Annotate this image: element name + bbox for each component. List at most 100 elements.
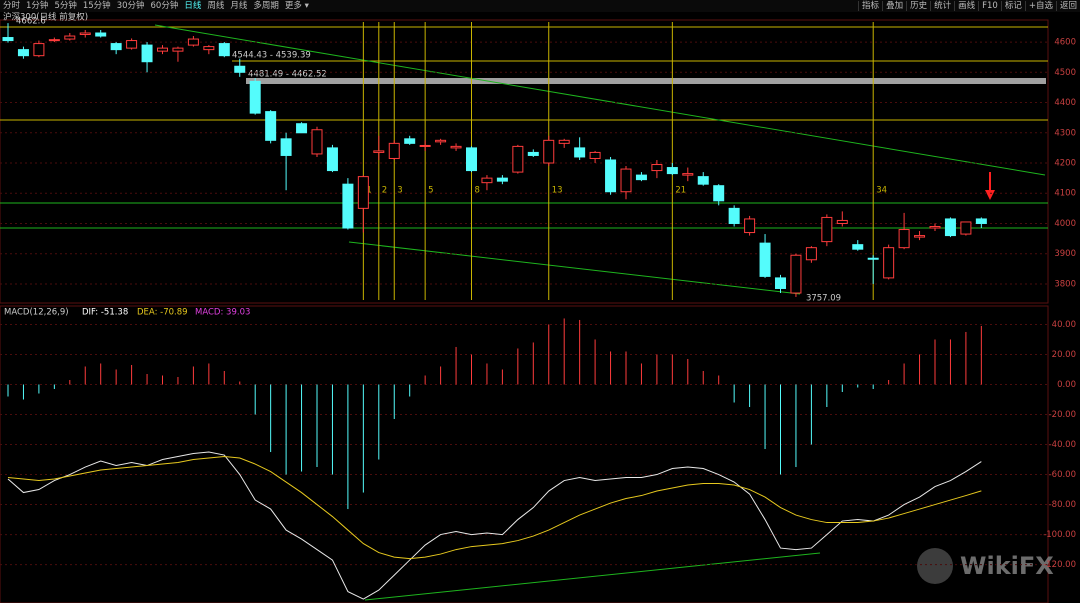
candle-body bbox=[728, 207, 740, 224]
y-tick-label: 20.00 bbox=[1052, 350, 1076, 360]
candle-body bbox=[342, 183, 354, 229]
candle-body bbox=[203, 46, 215, 51]
candle-body bbox=[914, 235, 926, 238]
toolbar-item[interactable]: 叠加 bbox=[882, 1, 907, 11]
toolbar-item[interactable]: 60分钟 bbox=[150, 1, 179, 11]
toolbar-item[interactable]: 更多 ▾ bbox=[284, 1, 309, 11]
fib-label: 34 bbox=[876, 186, 887, 196]
candle-body bbox=[713, 185, 725, 202]
candle-body bbox=[373, 150, 385, 153]
candle-body bbox=[466, 147, 477, 172]
level-band bbox=[246, 78, 1046, 84]
candle-body bbox=[852, 244, 864, 250]
candle-body bbox=[48, 39, 60, 42]
y-tick-label: 4300 bbox=[1054, 128, 1076, 138]
toolbar-item[interactable]: 标记 bbox=[1000, 1, 1025, 11]
candle-body bbox=[218, 43, 230, 57]
toolbar-right: 指标 叠加 历史 统计 画线 F10 标记 +自选 返回 bbox=[858, 0, 1080, 12]
candle-body bbox=[558, 139, 570, 144]
candle-body bbox=[836, 219, 848, 224]
candle-body bbox=[388, 142, 400, 159]
candle-body bbox=[280, 138, 292, 156]
toolbar-item[interactable]: 统计 bbox=[930, 1, 955, 11]
candle-body bbox=[821, 216, 833, 243]
y-tick-label: -40.00 bbox=[1049, 440, 1076, 450]
toolbar: 分时 1分钟 5分钟 15分钟 30分钟 60分钟 日线 周线 月线 多周期 更多 ▾ 指标 叠加 历史统… bbox=[0, 0, 1080, 12]
candle-body bbox=[187, 38, 199, 46]
high-label: 4662.6 bbox=[16, 17, 46, 27]
candle-body bbox=[141, 44, 153, 63]
chart-title: 沪深300(日线 前复权) bbox=[3, 12, 88, 23]
candle-body bbox=[666, 167, 678, 175]
candle-body bbox=[867, 257, 879, 260]
macd-title: MACD(12,26,9) bbox=[4, 308, 69, 318]
candle-body bbox=[929, 226, 941, 229]
candle-body bbox=[527, 151, 539, 156]
level-label: 4481.49 - 4462.52 bbox=[248, 70, 327, 80]
candle-body bbox=[975, 218, 987, 224]
y-tick-label: 3800 bbox=[1054, 279, 1076, 289]
toolbar-item[interactable]: 日线 bbox=[184, 1, 202, 11]
candle-body bbox=[605, 159, 617, 193]
level-label: 4544.43 - 4539.39 bbox=[232, 51, 311, 61]
toolbar-item[interactable]: 周线 bbox=[207, 1, 225, 11]
toolbar-item[interactable]: 返回 bbox=[1055, 1, 1080, 11]
trend-line bbox=[154, 24, 1046, 176]
toolbar-item[interactable]: F10 bbox=[978, 1, 1001, 11]
candle-body bbox=[883, 247, 895, 279]
fib-label: 5 bbox=[428, 186, 433, 196]
toolbar-item[interactable]: +自选 bbox=[1024, 1, 1056, 11]
candle-body bbox=[234, 65, 246, 73]
candle-body bbox=[898, 229, 910, 249]
candle-body bbox=[17, 49, 29, 57]
candle-body bbox=[944, 218, 956, 237]
toolbar-item[interactable]: 1分钟 bbox=[26, 1, 49, 11]
watermark-icon bbox=[917, 548, 953, 584]
toolbar-item[interactable]: 历史 bbox=[906, 1, 931, 11]
candle-body bbox=[265, 111, 277, 141]
candle-body bbox=[574, 147, 586, 158]
y-tick-label: 4400 bbox=[1054, 98, 1076, 108]
low-label: 3757.09 bbox=[806, 293, 841, 303]
candle-body bbox=[419, 144, 431, 147]
y-tick-label: 4100 bbox=[1054, 189, 1076, 199]
candle-body bbox=[435, 139, 447, 143]
candle-body bbox=[512, 145, 524, 173]
candle-body bbox=[960, 221, 972, 235]
macd-line bbox=[7, 456, 982, 560]
macd-panel bbox=[0, 305, 1049, 603]
candle-body bbox=[620, 168, 632, 193]
fib-label: 2 bbox=[382, 186, 387, 196]
y-tick-label: 4600 bbox=[1054, 38, 1076, 48]
candle-body bbox=[682, 173, 694, 176]
candle-body bbox=[311, 129, 323, 155]
toolbar-item[interactable]: 30分钟 bbox=[116, 1, 145, 11]
toolbar-item[interactable]: 5分钟 bbox=[54, 1, 77, 11]
candle-body bbox=[172, 47, 184, 52]
toolbar-item[interactable]: 分时 bbox=[3, 1, 21, 11]
candle-body bbox=[496, 177, 508, 182]
candle-body bbox=[775, 277, 786, 289]
y-tick-label: 0.00 bbox=[1057, 380, 1076, 390]
arrow-head bbox=[985, 190, 995, 200]
candle-body bbox=[157, 47, 168, 52]
toolbar-item[interactable]: 月线 bbox=[230, 1, 248, 11]
macd-line bbox=[7, 451, 982, 600]
y-tick-label: 4200 bbox=[1054, 159, 1076, 169]
price-panel bbox=[0, 19, 1049, 304]
candle-body bbox=[404, 138, 416, 144]
candle-body bbox=[697, 176, 709, 185]
y-tick-label: 3900 bbox=[1054, 249, 1076, 259]
fib-label: 1 bbox=[366, 186, 371, 196]
toolbar-item[interactable]: 15分钟 bbox=[82, 1, 111, 11]
candle-body bbox=[759, 242, 771, 277]
candle-body bbox=[79, 32, 91, 36]
trend-line bbox=[348, 241, 801, 295]
toolbar-item[interactable]: 多周期 bbox=[253, 1, 279, 11]
watermark: WikiFX bbox=[960, 552, 1054, 580]
candle-body bbox=[651, 164, 663, 172]
legend-item: DEA: -70.89 bbox=[137, 308, 188, 318]
candle-body bbox=[33, 43, 45, 57]
toolbar-item[interactable]: 指标 bbox=[858, 1, 883, 11]
toolbar-item[interactable]: 画线 bbox=[954, 1, 979, 11]
